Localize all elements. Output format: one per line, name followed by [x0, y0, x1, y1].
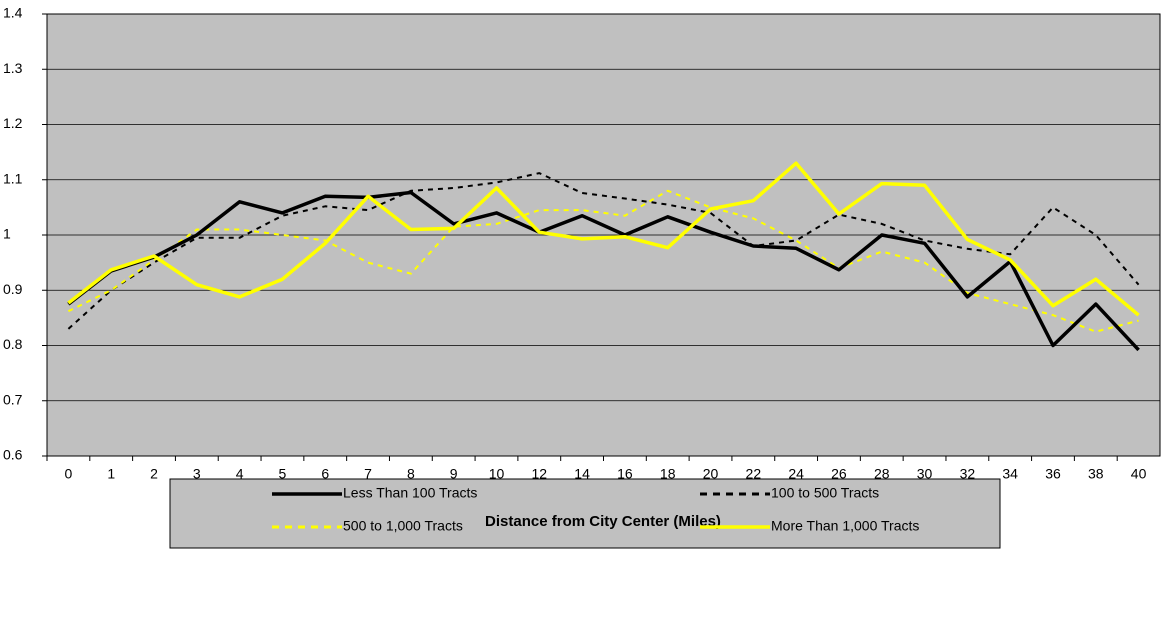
legend-label: 100 to 500 Tracts: [771, 485, 879, 501]
y-tick-label: 0.9: [3, 281, 23, 297]
x-tick-label: 26: [831, 466, 847, 482]
legend-label: 500 to 1,000 Tracts: [343, 518, 463, 534]
x-tick-label: 2: [150, 466, 158, 482]
x-tick-label: 12: [531, 466, 547, 482]
y-tick-label: 0.7: [3, 391, 23, 407]
y-tick-label: 1.1: [3, 170, 23, 186]
x-axis-title: Distance from City Center (Miles): [485, 513, 721, 530]
legend-label: Less Than 100 Tracts: [343, 485, 477, 501]
series-line: [67, 172, 1140, 330]
x-tick-label: 6: [321, 466, 329, 482]
x-tick-label: 1: [107, 466, 115, 482]
x-tick-label: 14: [574, 466, 590, 482]
x-tick-label: 24: [788, 466, 804, 482]
series-line: [67, 190, 1140, 352]
x-tick-label: 8: [407, 466, 415, 482]
y-tick-label: 0.6: [3, 447, 23, 463]
x-tick-label: 20: [703, 466, 719, 482]
x-tick-label: 32: [960, 466, 976, 482]
y-tick-label: 1.4: [3, 5, 23, 21]
x-tick-label: 34: [1002, 466, 1018, 482]
x-tick-label: 0: [65, 466, 73, 482]
y-tick-label: 1.3: [3, 60, 23, 76]
x-tick-label: 16: [617, 466, 633, 482]
y-tick-label: 0.8: [3, 336, 23, 352]
x-tick-label: 38: [1088, 466, 1104, 482]
y-tick-label: 1: [3, 226, 11, 242]
x-tick-label: 22: [746, 466, 762, 482]
x-tick-label: 10: [489, 466, 505, 482]
x-tick-label: 9: [450, 466, 458, 482]
x-tick-label: 30: [917, 466, 933, 482]
series-line: [67, 161, 1140, 317]
x-tick-label: 18: [660, 466, 676, 482]
x-tick-label: 36: [1045, 466, 1061, 482]
y-tick-label: 1.2: [3, 115, 23, 131]
x-tick-label: 28: [874, 466, 890, 482]
x-tick-label: 5: [279, 466, 287, 482]
x-tick-label: 4: [236, 466, 244, 482]
x-tick-label: 7: [364, 466, 372, 482]
legend-box: [169, 478, 1001, 549]
legend-label: More Than 1,000 Tracts: [771, 518, 919, 534]
x-tick-label: 3: [193, 466, 201, 482]
x-tick-label: 40: [1131, 466, 1147, 482]
